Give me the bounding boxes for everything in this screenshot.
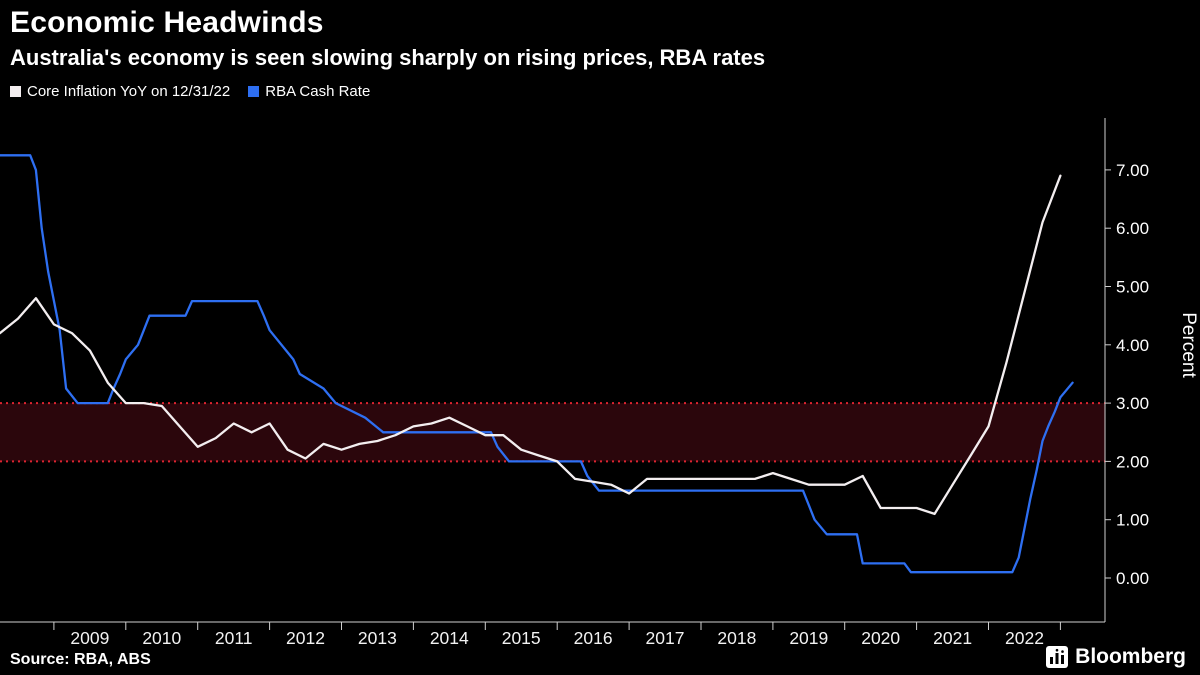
y-tick-label: 3.00 [1116, 394, 1149, 413]
bloomberg-terminal-icon [1046, 646, 1069, 668]
x-tick-label: 2019 [789, 628, 828, 648]
y-tick-label: 0.00 [1116, 569, 1149, 588]
legend-item-core-inflation: Core Inflation YoY on 12/31/22 [10, 83, 230, 100]
y-tick-label: 7.00 [1116, 161, 1149, 180]
bloomberg-wordmark: Bloomberg [1075, 645, 1186, 668]
series-line-rba-cash-rate [0, 154, 1074, 574]
y-axis-title: Percent [1178, 312, 1199, 378]
series-line-core-inflation-yoy-on-12-31-22 [0, 174, 1062, 516]
x-tick-label: 2022 [1005, 628, 1044, 648]
y-tick-label: 4.00 [1116, 336, 1149, 355]
legend-swatch [248, 86, 260, 97]
y-tick-label: 6.00 [1116, 219, 1149, 238]
y-tick-label: 1.00 [1116, 511, 1149, 530]
legend-item-cash-rate: RBA Cash Rate [248, 83, 370, 100]
x-tick-label: 2021 [933, 628, 972, 648]
page-title: Economic Headwinds [10, 6, 324, 39]
legend: Core Inflation YoY on 12/31/22 RBA Cash … [10, 83, 1190, 100]
y-tick-label: 2.00 [1116, 452, 1149, 471]
bloomberg-logo: Bloomberg [1046, 645, 1186, 669]
x-tick-label: 2014 [430, 628, 469, 648]
x-tick-label: 2009 [70, 628, 109, 648]
x-tick-label: 2010 [142, 628, 181, 648]
x-tick-label: 2013 [358, 628, 397, 648]
legend-label: RBA Cash Rate [265, 83, 371, 100]
x-tick-label: 2012 [286, 628, 325, 648]
y-tick-label: 5.00 [1116, 278, 1149, 297]
x-tick-label: 2015 [502, 628, 541, 648]
page-subtitle: Australia's economy is seen slowing shar… [10, 45, 766, 70]
x-tick-label: 2018 [717, 628, 756, 648]
legend-swatch [10, 86, 21, 97]
x-tick-label: 2017 [646, 628, 685, 648]
legend-label: Core Inflation YoY on 12/31/22 [27, 83, 231, 100]
x-tick-label: 2011 [215, 628, 253, 648]
source-note: Source: RBA, ABS [10, 651, 151, 668]
x-tick-label: 2016 [574, 628, 613, 648]
chart-header: Economic Headwinds Australia's economy i… [10, 4, 1190, 100]
x-tick-label: 2020 [861, 628, 900, 648]
